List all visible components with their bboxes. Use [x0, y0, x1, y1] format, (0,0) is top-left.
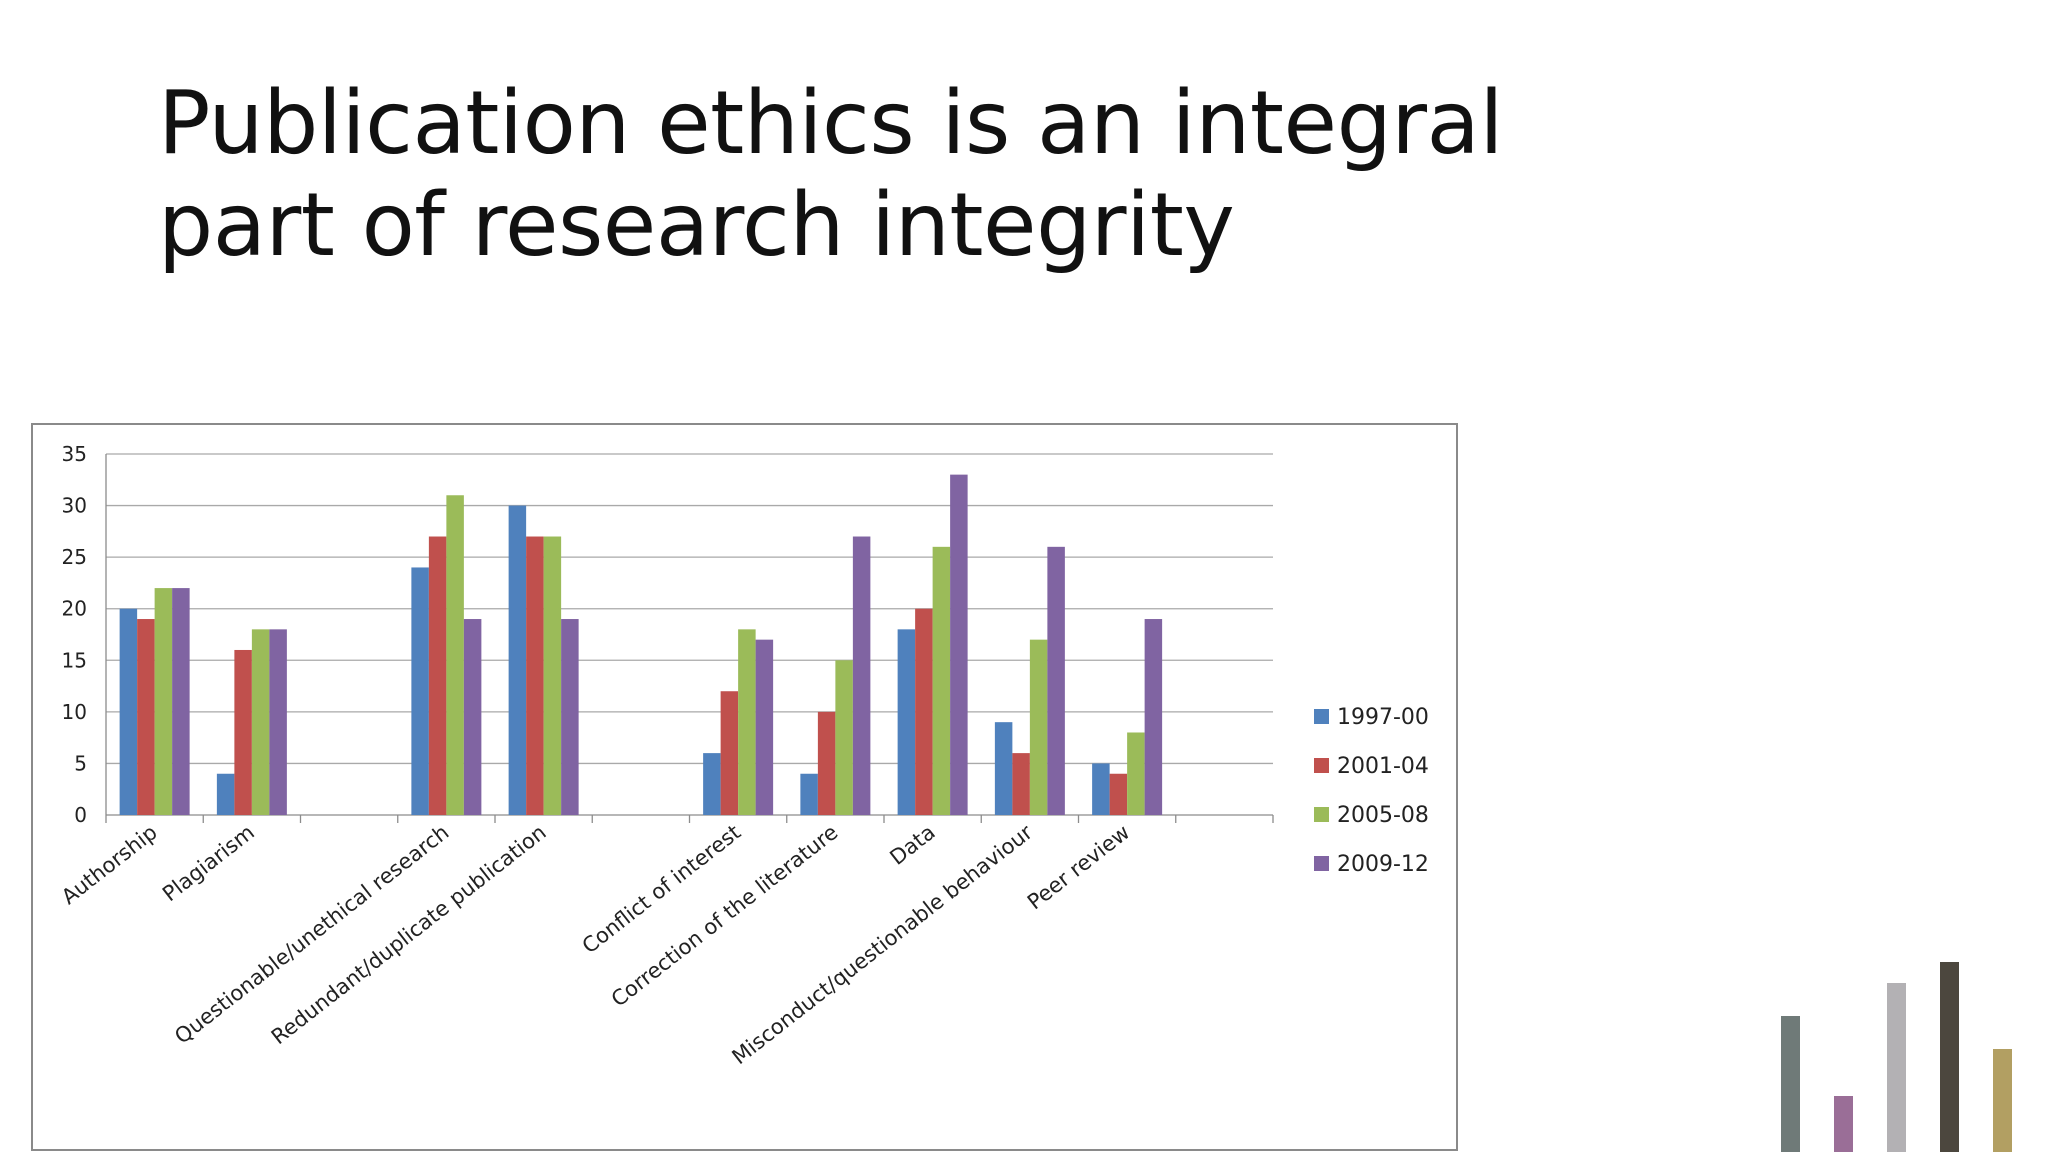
bar-chart: 05101520253035AuthorshipPlagiarismQuesti… — [57, 442, 1429, 1069]
y-tick-label: 15 — [62, 648, 87, 672]
slide-title: Publication ethics is an integral part o… — [158, 72, 1504, 276]
legend-swatch — [1314, 758, 1329, 773]
category-label: Data — [885, 820, 939, 870]
bar — [137, 619, 155, 815]
bar — [720, 691, 739, 815]
bar — [852, 536, 871, 815]
y-tick-label: 35 — [62, 442, 87, 466]
bar — [835, 660, 853, 815]
bar — [800, 773, 818, 815]
deco-bar-5 — [1993, 1049, 2012, 1152]
bar — [526, 536, 544, 815]
legend-label: 1997-00 — [1337, 705, 1429, 730]
bar — [234, 649, 252, 815]
bar — [897, 629, 916, 815]
y-tick-label: 20 — [62, 597, 87, 621]
bar — [119, 608, 138, 815]
bar — [1029, 639, 1048, 815]
legend-swatch — [1314, 856, 1329, 871]
bar — [411, 567, 429, 815]
bar — [216, 773, 235, 815]
bar — [1109, 773, 1128, 815]
deco-bar-1 — [1781, 1016, 1800, 1152]
legend-label: 2005-08 — [1337, 803, 1429, 828]
category-label: Authorship — [57, 820, 162, 909]
legend-label: 2001-04 — [1337, 754, 1429, 779]
bar — [1047, 546, 1065, 815]
y-tick-label: 5 — [74, 751, 87, 775]
legend-swatch — [1314, 807, 1329, 822]
bar — [1144, 619, 1163, 815]
y-tick-label: 0 — [74, 803, 87, 827]
category-label: Peer review — [1023, 820, 1134, 914]
y-tick-label: 25 — [62, 545, 87, 569]
deco-bar-3 — [1887, 983, 1906, 1152]
bar — [172, 588, 190, 815]
legend-label: 2009-12 — [1337, 852, 1429, 877]
bar — [1012, 753, 1030, 815]
bar — [561, 619, 579, 815]
bar — [508, 505, 527, 815]
deco-bar-4 — [1940, 962, 1959, 1152]
y-tick-label: 30 — [62, 494, 87, 518]
bar — [251, 629, 270, 815]
bar — [428, 536, 447, 815]
bar — [817, 711, 836, 815]
bar — [446, 495, 464, 815]
category-label: Conflict of interest — [578, 820, 746, 958]
bar — [543, 536, 562, 815]
chart-frame: 0 5 10 15 20 25 30 35 Authorship Plagiarism Questi… — [31, 423, 1458, 1151]
y-tick-label: 10 — [62, 700, 87, 724]
bar — [738, 629, 756, 815]
bar — [269, 629, 287, 815]
legend-swatch — [1314, 709, 1329, 724]
bar — [950, 474, 968, 815]
bar — [154, 588, 173, 815]
deco-bar-2 — [1834, 1096, 1853, 1152]
bar — [463, 619, 482, 815]
bar — [1092, 763, 1110, 815]
bar — [703, 753, 721, 815]
bar — [915, 608, 933, 815]
bar — [994, 722, 1013, 815]
category-label: Misconduct/questionable behaviour — [728, 820, 1038, 1069]
category-label: Plagiarism — [158, 820, 259, 906]
bar — [932, 546, 951, 815]
bar — [1127, 732, 1145, 815]
bar — [755, 639, 774, 815]
